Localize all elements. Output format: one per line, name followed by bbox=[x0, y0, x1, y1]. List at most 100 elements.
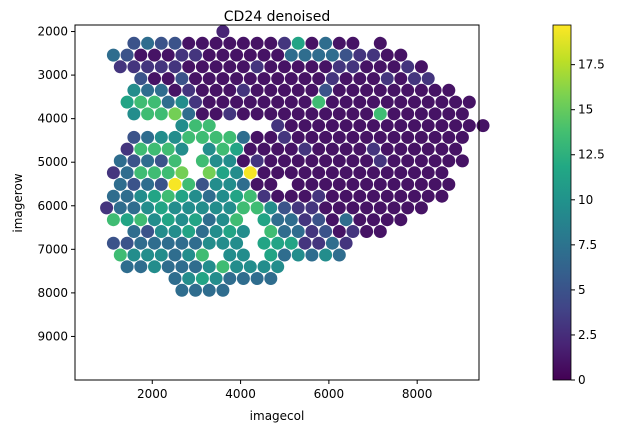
data-point bbox=[189, 48, 202, 62]
data-point bbox=[134, 213, 148, 227]
data-point bbox=[339, 166, 353, 180]
data-point bbox=[298, 236, 312, 250]
y-tick-label: 9000 bbox=[37, 329, 68, 343]
data-point bbox=[120, 48, 134, 62]
data-point bbox=[387, 201, 401, 215]
data-point bbox=[373, 225, 387, 238]
data-point bbox=[168, 130, 182, 144]
x-axis-ticks: 2000 4000 6000 8000 bbox=[137, 380, 432, 401]
data-point bbox=[127, 225, 141, 238]
data-point bbox=[373, 154, 387, 168]
data-point bbox=[373, 36, 387, 50]
colorbar-tick-label: 12.5 bbox=[578, 148, 605, 162]
data-point bbox=[168, 272, 182, 285]
data-point bbox=[182, 201, 196, 215]
data-point bbox=[408, 142, 421, 156]
data-point bbox=[182, 225, 196, 238]
data-point bbox=[106, 166, 120, 180]
data-point bbox=[380, 213, 394, 227]
data-point bbox=[223, 60, 237, 74]
data-point bbox=[414, 130, 428, 144]
data-point bbox=[243, 189, 257, 203]
y-axis-label: imagerow bbox=[11, 173, 25, 232]
data-point bbox=[387, 83, 401, 97]
data-point bbox=[141, 130, 155, 144]
data-point bbox=[305, 36, 319, 50]
data-point bbox=[154, 36, 168, 50]
data-point bbox=[394, 119, 408, 133]
data-point bbox=[120, 236, 134, 250]
data-point bbox=[332, 201, 346, 215]
data-point bbox=[325, 236, 339, 250]
data-point bbox=[339, 119, 353, 133]
data-point bbox=[319, 225, 333, 238]
data-point bbox=[175, 95, 189, 109]
data-point bbox=[230, 72, 244, 86]
data-point bbox=[223, 177, 237, 191]
data-point bbox=[175, 283, 189, 297]
data-point bbox=[223, 107, 237, 121]
data-point bbox=[223, 225, 237, 238]
data-point bbox=[195, 225, 209, 238]
data-point bbox=[195, 107, 209, 121]
data-point bbox=[421, 72, 435, 86]
data-point bbox=[230, 213, 244, 227]
data-point bbox=[312, 72, 326, 86]
data-points bbox=[100, 25, 490, 297]
data-point bbox=[387, 130, 401, 144]
data-point bbox=[216, 236, 230, 250]
data-point bbox=[182, 36, 196, 50]
data-point bbox=[401, 154, 415, 168]
data-point bbox=[291, 60, 305, 74]
data-point bbox=[449, 119, 463, 133]
y-tick-label: 7000 bbox=[37, 242, 68, 256]
data-point bbox=[401, 83, 415, 97]
data-point bbox=[339, 236, 353, 250]
data-point bbox=[271, 260, 285, 274]
data-point bbox=[168, 225, 182, 238]
data-point bbox=[346, 201, 360, 215]
data-point bbox=[148, 236, 161, 250]
data-point bbox=[319, 60, 333, 74]
data-point bbox=[161, 72, 175, 86]
data-point bbox=[380, 189, 394, 203]
data-point bbox=[209, 107, 223, 121]
data-point bbox=[113, 201, 127, 215]
data-point bbox=[394, 142, 408, 156]
data-point bbox=[332, 154, 346, 168]
data-point bbox=[148, 166, 161, 180]
data-point bbox=[298, 213, 312, 227]
data-point bbox=[319, 83, 333, 97]
data-point bbox=[346, 225, 360, 238]
data-point bbox=[284, 142, 298, 156]
data-point bbox=[202, 283, 216, 297]
colorbar-tick-label: 10 bbox=[578, 193, 593, 207]
data-point bbox=[442, 107, 456, 121]
data-point bbox=[202, 166, 216, 180]
data-point bbox=[367, 142, 380, 156]
data-point bbox=[127, 60, 141, 74]
data-point bbox=[106, 189, 120, 203]
data-point bbox=[202, 72, 216, 86]
data-point bbox=[250, 130, 264, 144]
data-point bbox=[380, 95, 394, 109]
data-point bbox=[312, 213, 326, 227]
data-point bbox=[113, 177, 127, 191]
data-point bbox=[189, 260, 202, 274]
data-point bbox=[202, 142, 216, 156]
data-point bbox=[216, 142, 230, 156]
data-point bbox=[161, 142, 175, 156]
data-point bbox=[264, 201, 278, 215]
data-point bbox=[360, 83, 374, 97]
data-point bbox=[298, 95, 312, 109]
data-point bbox=[284, 48, 298, 62]
data-point bbox=[154, 201, 168, 215]
data-point bbox=[189, 236, 202, 250]
data-point bbox=[202, 119, 216, 133]
data-point bbox=[250, 177, 264, 191]
data-point bbox=[414, 154, 428, 168]
data-point bbox=[106, 236, 120, 250]
data-point bbox=[216, 283, 230, 297]
data-point bbox=[134, 236, 148, 250]
data-point bbox=[202, 213, 216, 227]
